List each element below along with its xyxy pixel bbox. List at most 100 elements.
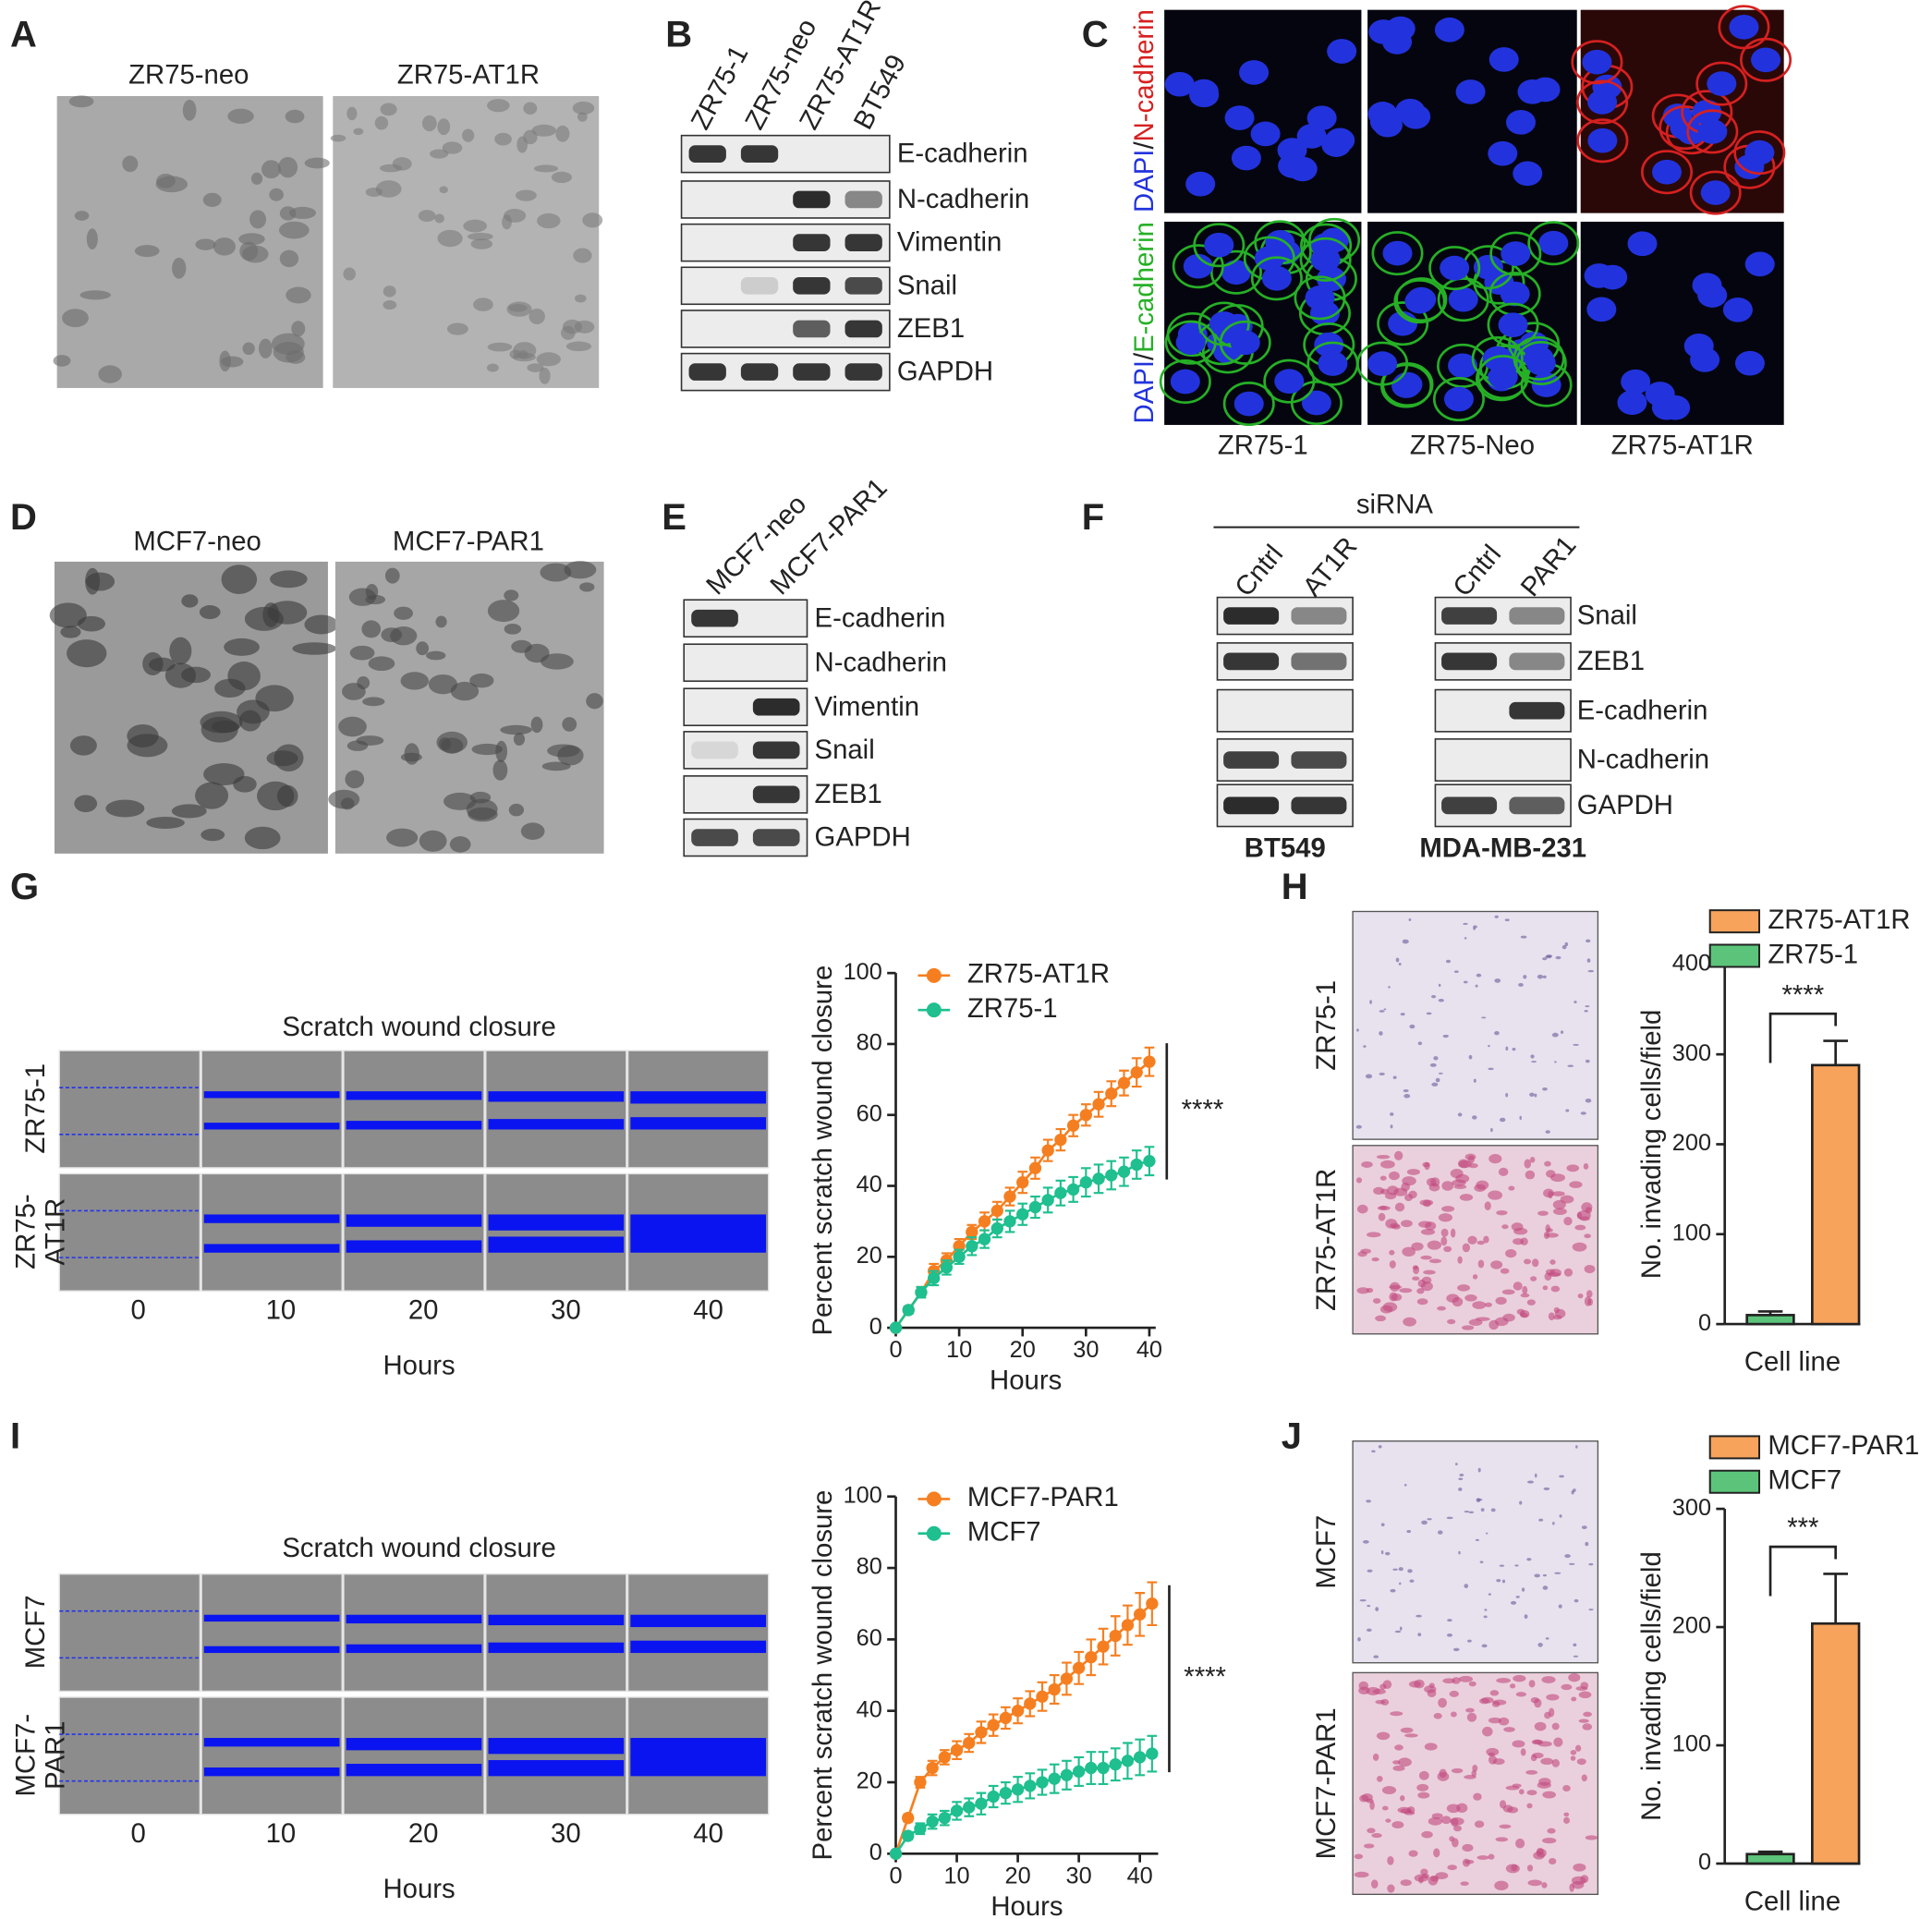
cell xyxy=(1433,1713,1442,1719)
scratch-image xyxy=(58,1573,200,1693)
cell xyxy=(1503,1727,1515,1732)
cell xyxy=(1501,1224,1509,1230)
cell xyxy=(1378,1445,1382,1449)
cell xyxy=(1510,1600,1517,1605)
time-label: 20 xyxy=(408,1818,439,1849)
protein-label: N-cadherin xyxy=(815,647,947,677)
nucleus xyxy=(1204,232,1234,258)
nucleus xyxy=(1587,128,1618,153)
cell xyxy=(202,192,222,207)
cell xyxy=(492,759,508,781)
nucleus xyxy=(1401,103,1431,129)
wound-front xyxy=(488,1236,625,1253)
cell xyxy=(1392,1760,1401,1765)
scratch-image xyxy=(58,1172,200,1292)
image-label: MCF7-PAR1 xyxy=(393,527,544,557)
membrane xyxy=(1219,320,1271,365)
cell xyxy=(1354,1871,1369,1878)
x-tick-label: 20 xyxy=(1005,1863,1031,1889)
protein-label: E-cadherin xyxy=(815,602,946,633)
cell xyxy=(105,799,145,818)
cell xyxy=(156,174,176,188)
cell xyxy=(1371,1257,1379,1262)
blot-frame xyxy=(683,643,808,683)
cell xyxy=(195,238,216,250)
blot-frame xyxy=(1216,688,1354,733)
band xyxy=(1291,652,1347,671)
cell xyxy=(1356,1287,1370,1294)
cell xyxy=(1472,1301,1487,1309)
cell xyxy=(1387,1884,1395,1893)
band xyxy=(1223,652,1280,671)
cell xyxy=(1526,1480,1535,1484)
data-point xyxy=(1048,1772,1061,1785)
cell xyxy=(1523,975,1527,979)
cell xyxy=(1429,1063,1437,1067)
nucleus xyxy=(1440,255,1470,281)
y-tick-label: 400 xyxy=(1672,951,1711,977)
cell xyxy=(1447,1318,1456,1325)
protein-label: Snail xyxy=(1577,601,1637,631)
cell xyxy=(487,342,513,352)
cell xyxy=(1428,1876,1439,1886)
cell xyxy=(1511,1864,1518,1872)
cell xyxy=(537,213,561,229)
cell xyxy=(180,666,211,684)
cell xyxy=(1458,1487,1463,1491)
cell xyxy=(1526,1558,1532,1561)
data-point xyxy=(1117,1165,1131,1178)
wound-front xyxy=(203,1244,340,1253)
nucleus xyxy=(1392,371,1423,397)
cell xyxy=(1394,1744,1403,1751)
nucleus xyxy=(1473,254,1503,280)
data-point xyxy=(1109,1629,1122,1643)
wound-front xyxy=(488,1642,625,1654)
data-point xyxy=(1085,1761,1098,1775)
cell xyxy=(1581,1774,1587,1782)
data-point xyxy=(1092,1098,1105,1111)
y-tick-label: 100 xyxy=(844,1482,882,1508)
cell xyxy=(1528,1680,1536,1688)
row-label: ZR75-1 xyxy=(1311,980,1342,1071)
cell xyxy=(1459,1194,1474,1201)
cell xyxy=(513,733,526,746)
wound-front xyxy=(203,1646,340,1654)
data-point xyxy=(1028,1200,1042,1214)
cell xyxy=(1418,1876,1424,1884)
membrane xyxy=(1356,341,1409,386)
cell xyxy=(1376,1775,1383,1782)
image-label: ZR75-neo xyxy=(128,59,249,90)
cell xyxy=(203,763,245,785)
cell xyxy=(1403,1317,1416,1327)
x-tick-label: 10 xyxy=(946,1337,972,1363)
cell xyxy=(495,740,508,762)
cell xyxy=(437,118,451,136)
cell xyxy=(1545,1130,1550,1134)
band xyxy=(793,276,831,295)
cell xyxy=(419,830,447,852)
nucleus xyxy=(1617,390,1647,416)
y-tick-label: 0 xyxy=(1698,1850,1711,1876)
cell xyxy=(577,112,588,122)
cell xyxy=(1489,1690,1500,1696)
cell xyxy=(1495,1296,1507,1306)
cell xyxy=(278,156,298,178)
cell xyxy=(1572,1880,1585,1889)
legend-marker xyxy=(926,1525,942,1541)
cell xyxy=(1573,1655,1579,1658)
cell xyxy=(1366,1628,1372,1633)
scratch-image xyxy=(627,1050,770,1169)
cell xyxy=(1568,1673,1581,1682)
cell xyxy=(289,206,317,220)
cell xyxy=(1499,1564,1505,1567)
band xyxy=(793,320,831,338)
cell xyxy=(1472,1764,1478,1772)
data-point xyxy=(1105,1087,1118,1100)
band xyxy=(1223,751,1280,769)
scratch-image xyxy=(485,1050,627,1169)
data-point xyxy=(1133,1608,1147,1621)
y-tick-label: 80 xyxy=(857,1030,882,1056)
cell xyxy=(219,350,231,372)
cell xyxy=(462,128,475,142)
panel-letter: G xyxy=(10,867,39,907)
